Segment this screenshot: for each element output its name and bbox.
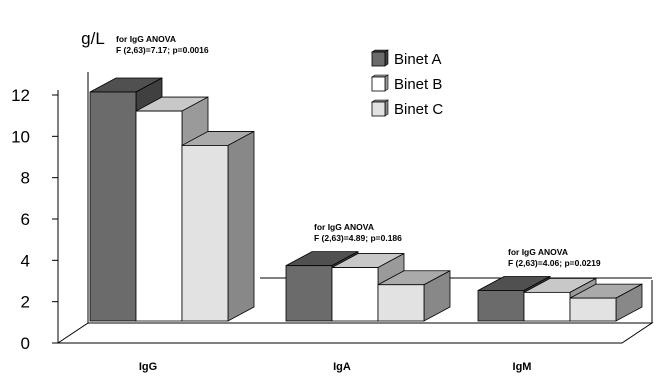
legend-item: Binet C	[371, 99, 443, 118]
y-axis-unit-label: g/L	[81, 29, 105, 48]
y-axis-ticks: 0 2 4 6 8 10 12	[11, 86, 58, 353]
chart-floor	[56, 322, 654, 344]
bar-IgM-binet-c	[569, 283, 643, 322]
y-tick-label: 6	[21, 210, 30, 229]
bar-IgG-binet-c	[181, 130, 255, 322]
bar-side-face	[227, 130, 255, 322]
bar-front-face	[477, 290, 525, 322]
bar-IgA-binet-c	[377, 270, 451, 322]
y-tick-label: 2	[21, 293, 30, 312]
legend-item: Binet A	[371, 49, 442, 68]
bar-front-face	[181, 145, 229, 322]
category-label: IgG	[139, 361, 157, 373]
bar-front-face	[285, 265, 333, 322]
bar-front-face	[135, 110, 183, 322]
y-tick-label: 8	[21, 169, 30, 188]
bar-front-face	[89, 91, 137, 322]
annotation-line2: F (2,63)=7.17; p=0.0016	[116, 45, 209, 55]
category-label: IgM	[513, 361, 532, 373]
legend-item: Binet B	[371, 74, 442, 93]
legend-label: Binet A	[394, 51, 442, 68]
legend-swatch	[371, 51, 386, 67]
legend-swatch	[371, 76, 386, 92]
category-labels: IgG IgA IgM	[139, 361, 532, 373]
bar-front-face	[569, 297, 617, 322]
annotation-line1: for IgG ANOVA	[116, 34, 176, 44]
annotation-line1: for IgG ANOVA	[508, 247, 568, 257]
annotation-line1: for IgG ANOVA	[314, 222, 374, 232]
legend-swatch	[371, 101, 386, 117]
annotation-line2: F (2,63)=4.89; p=0.186	[314, 233, 402, 243]
legend: Binet A Binet B Binet C	[371, 49, 443, 118]
legend-label: Binet C	[394, 101, 443, 118]
category-label: IgA	[333, 361, 351, 373]
annotation-line2: F (2,63)=4.06; p=0.0219	[508, 258, 601, 268]
y-tick-label: 4	[21, 251, 30, 270]
y-tick-label: 12	[11, 86, 30, 105]
bar-front-face	[523, 291, 571, 322]
bar-front-face	[377, 284, 425, 322]
legend-label: Binet B	[394, 76, 442, 93]
y-tick-label: 10	[11, 127, 30, 146]
bars-group	[89, 77, 643, 322]
y-tick-label: 0	[21, 334, 30, 353]
bar-front-face	[331, 267, 379, 322]
